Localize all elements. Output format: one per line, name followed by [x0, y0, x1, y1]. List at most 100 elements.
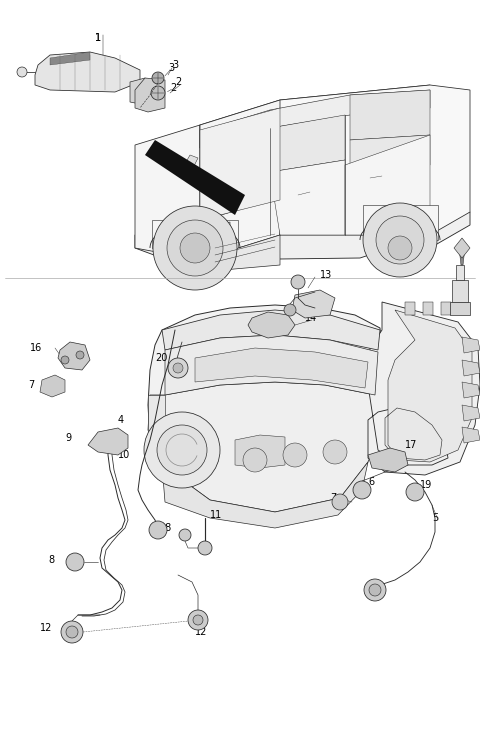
Circle shape: [406, 483, 424, 501]
Polygon shape: [423, 302, 433, 315]
Text: 3: 3: [168, 63, 174, 73]
Text: 11: 11: [210, 510, 222, 520]
Polygon shape: [40, 375, 65, 397]
Text: 7: 7: [28, 380, 34, 390]
Text: 20: 20: [155, 353, 168, 363]
Polygon shape: [385, 310, 472, 462]
Text: 12: 12: [195, 627, 207, 637]
Polygon shape: [148, 395, 165, 465]
Polygon shape: [135, 125, 200, 260]
Text: 19: 19: [420, 480, 432, 490]
Polygon shape: [462, 405, 480, 421]
Polygon shape: [200, 222, 230, 255]
Text: 8: 8: [48, 555, 54, 565]
Polygon shape: [345, 135, 430, 235]
Text: 7: 7: [330, 493, 336, 503]
Polygon shape: [200, 108, 280, 220]
Text: 16: 16: [30, 343, 42, 353]
Polygon shape: [270, 115, 345, 172]
Polygon shape: [363, 205, 438, 240]
Circle shape: [188, 610, 208, 630]
Polygon shape: [130, 78, 155, 105]
Circle shape: [283, 443, 307, 467]
Polygon shape: [35, 52, 140, 92]
Circle shape: [61, 356, 69, 364]
Circle shape: [151, 86, 165, 100]
Text: 2: 2: [170, 83, 176, 93]
Polygon shape: [165, 335, 378, 395]
Circle shape: [66, 626, 78, 638]
Polygon shape: [200, 100, 280, 260]
Polygon shape: [148, 358, 382, 512]
Circle shape: [173, 363, 183, 373]
Polygon shape: [368, 302, 480, 475]
Circle shape: [323, 440, 347, 464]
Circle shape: [332, 494, 348, 510]
Text: 18: 18: [160, 523, 172, 533]
Polygon shape: [280, 85, 470, 235]
Circle shape: [291, 275, 305, 289]
Polygon shape: [350, 135, 430, 170]
Polygon shape: [456, 265, 464, 280]
Text: 13: 13: [320, 270, 332, 280]
Polygon shape: [50, 52, 90, 65]
Polygon shape: [162, 310, 380, 350]
Polygon shape: [270, 160, 345, 235]
Circle shape: [243, 448, 267, 472]
Polygon shape: [454, 238, 470, 258]
Circle shape: [193, 615, 203, 625]
Polygon shape: [368, 448, 408, 472]
Text: 1: 1: [95, 33, 101, 43]
Polygon shape: [462, 382, 480, 398]
Text: 10: 10: [118, 450, 130, 460]
Polygon shape: [88, 428, 128, 455]
Text: 6: 6: [368, 477, 374, 487]
Polygon shape: [135, 78, 165, 112]
Polygon shape: [462, 427, 480, 443]
Circle shape: [153, 206, 237, 290]
Polygon shape: [148, 305, 382, 512]
Polygon shape: [145, 140, 245, 215]
Circle shape: [157, 425, 207, 475]
Text: 14: 14: [305, 313, 317, 323]
Text: 12: 12: [40, 623, 52, 633]
Circle shape: [376, 216, 424, 264]
Polygon shape: [441, 302, 451, 315]
Circle shape: [369, 584, 381, 596]
Polygon shape: [405, 302, 415, 315]
Polygon shape: [235, 435, 285, 468]
Polygon shape: [58, 342, 90, 370]
Text: 9: 9: [65, 433, 71, 443]
Polygon shape: [462, 360, 480, 376]
Circle shape: [167, 220, 223, 276]
Polygon shape: [135, 212, 470, 272]
Circle shape: [179, 529, 191, 541]
Circle shape: [363, 203, 437, 277]
Circle shape: [168, 358, 188, 378]
Text: 3: 3: [172, 60, 178, 70]
Text: 1: 1: [95, 33, 101, 43]
Polygon shape: [450, 302, 470, 315]
Polygon shape: [162, 462, 368, 528]
Circle shape: [17, 67, 27, 77]
Circle shape: [61, 621, 83, 643]
Polygon shape: [200, 85, 430, 148]
Polygon shape: [152, 220, 238, 248]
Circle shape: [180, 233, 210, 263]
Polygon shape: [292, 290, 335, 318]
Polygon shape: [452, 280, 468, 302]
Polygon shape: [350, 90, 430, 140]
Circle shape: [364, 579, 386, 601]
Circle shape: [76, 351, 84, 359]
Text: 4: 4: [118, 415, 124, 425]
Polygon shape: [270, 90, 430, 128]
Polygon shape: [186, 155, 198, 166]
Polygon shape: [459, 248, 465, 265]
Text: 15: 15: [308, 300, 320, 310]
Circle shape: [66, 553, 84, 571]
Circle shape: [144, 412, 220, 488]
Text: 5: 5: [432, 513, 438, 523]
Circle shape: [284, 304, 296, 316]
Circle shape: [198, 541, 212, 555]
Circle shape: [152, 72, 164, 84]
